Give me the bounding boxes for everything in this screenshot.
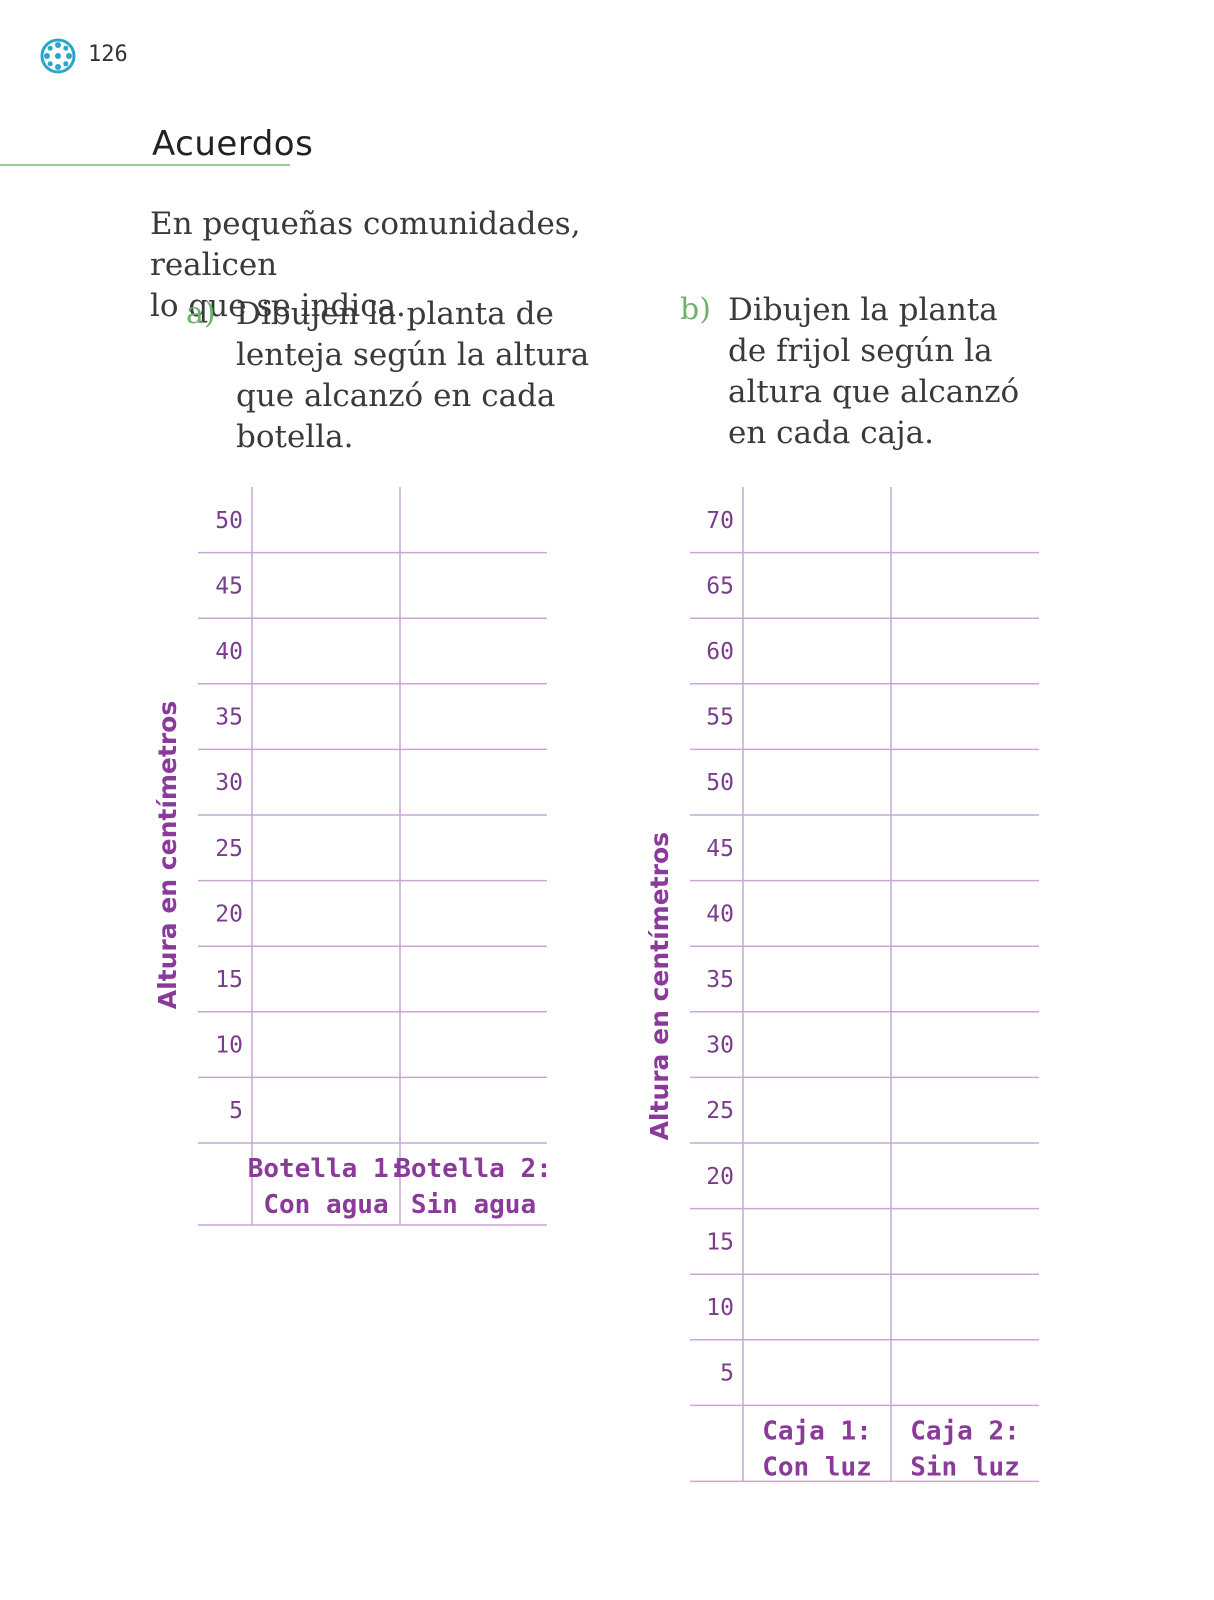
item-b-letter: b) bbox=[680, 292, 711, 327]
y-tick-label: 50 bbox=[706, 770, 734, 796]
item-b-text: Dibujen la planta de frijol según la alt… bbox=[728, 290, 1019, 454]
y-tick-label: 40 bbox=[706, 901, 734, 927]
item-b-line: de frijol según la bbox=[728, 333, 993, 369]
item-b-line: altura que alcanzó bbox=[728, 374, 1020, 410]
y-tick-label: 10 bbox=[706, 1295, 734, 1321]
item-a-letter: a) bbox=[186, 296, 216, 331]
column-label: Sin luz bbox=[910, 1452, 1020, 1482]
y-tick-label: 60 bbox=[706, 639, 734, 665]
column-label: Botella 2: bbox=[395, 1154, 552, 1184]
y-tick-label: 25 bbox=[706, 1098, 734, 1124]
y-tick-label: 45 bbox=[215, 573, 243, 599]
column-label: Con agua bbox=[263, 1190, 388, 1220]
intro-text: En pequeñas comunidades, realicen lo que… bbox=[150, 204, 710, 327]
item-a-text: Dibujen la planta de lenteja según la al… bbox=[236, 294, 589, 458]
column-label: Botella 1: bbox=[248, 1154, 405, 1184]
y-tick-label: 30 bbox=[215, 770, 243, 796]
y-tick-label: 30 bbox=[706, 1033, 734, 1059]
y-tick-label: 5 bbox=[229, 1098, 243, 1124]
column-label: Caja 1: bbox=[762, 1416, 872, 1446]
column-label: Sin agua bbox=[411, 1190, 536, 1220]
y-tick-label: 45 bbox=[706, 836, 734, 862]
y-tick-label: 35 bbox=[215, 705, 243, 731]
y-tick-label: 70 bbox=[706, 508, 734, 534]
item-a-line: lenteja según la altura bbox=[236, 337, 590, 373]
y-tick-label: 20 bbox=[706, 1164, 734, 1190]
item-a-line: botella. bbox=[236, 419, 354, 455]
column-label: Caja 2: bbox=[910, 1416, 1020, 1446]
y-tick-label: 20 bbox=[215, 901, 243, 927]
item-a-line: que alcanzó en cada bbox=[236, 378, 556, 414]
y-tick-label: 5 bbox=[720, 1361, 734, 1387]
y-tick-label: 15 bbox=[215, 967, 243, 993]
y-axis-label: Altura en centímetros bbox=[153, 701, 182, 1009]
y-tick-label: 35 bbox=[706, 967, 734, 993]
intro-line: lo que se indica. bbox=[150, 288, 406, 324]
heading-underline bbox=[0, 164, 290, 166]
column-label: Con luz bbox=[762, 1452, 872, 1482]
y-tick-label: 40 bbox=[215, 639, 243, 665]
y-axis-label: Altura en centímetros bbox=[645, 832, 674, 1140]
y-tick-label: 10 bbox=[215, 1033, 243, 1059]
page-number: 126 bbox=[88, 42, 128, 67]
intro-line: En pequeñas comunidades, realicen bbox=[150, 206, 581, 283]
y-tick-label: 50 bbox=[215, 508, 243, 534]
y-tick-label: 15 bbox=[706, 1229, 734, 1255]
y-tick-label: 25 bbox=[215, 836, 243, 862]
flower-logo-icon bbox=[40, 38, 76, 74]
y-tick-label: 65 bbox=[706, 573, 734, 599]
section-heading: Acuerdos bbox=[152, 124, 314, 164]
item-b-line: en cada caja. bbox=[728, 415, 934, 451]
item-b-line: Dibujen la planta bbox=[728, 292, 998, 328]
item-a-line: Dibujen la planta de bbox=[236, 296, 554, 332]
y-tick-label: 55 bbox=[706, 705, 734, 731]
